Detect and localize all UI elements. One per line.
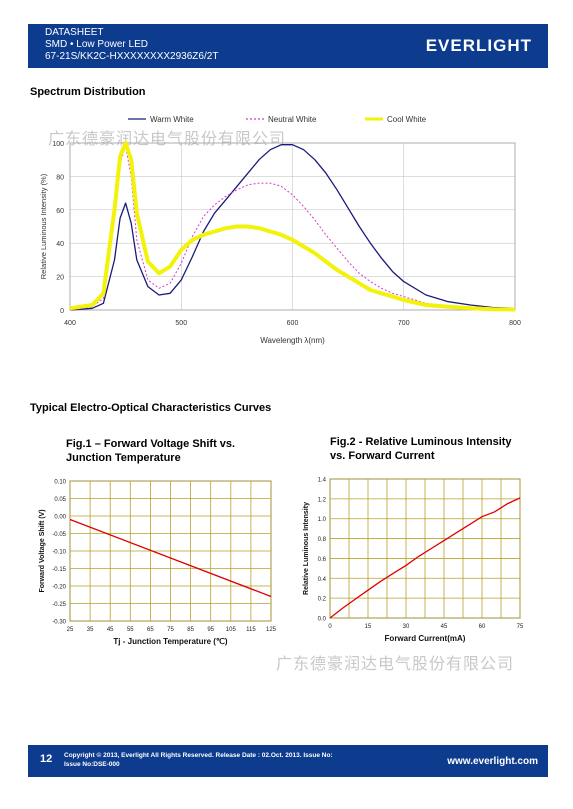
doc-type: DATASHEET [45,27,104,38]
y-tick-label: -0.25 [52,602,66,608]
y-tick-label: 100 [52,141,64,148]
y-tick-label: 0.6 [318,557,327,563]
part-number: 67-21S/KK2C-HXXXXXXXX2936Z6/2T [45,51,219,62]
website-link[interactable]: www.everlight.com [447,756,538,767]
x-tick-label: 85 [187,627,194,633]
copyright-text: Copyright © 2013, Everlight All Rights R… [64,752,333,759]
x-tick-label: 0 [328,624,332,630]
y-tick-label: 80 [56,174,64,181]
issue-text: Issue No:DSE-000 [64,761,120,768]
x-axis-label: Wavelength λ(nm) [260,336,325,345]
y-tick-label: -0.30 [52,620,66,626]
x-tick-label: 700 [398,320,410,327]
x-tick-label: 105 [226,627,237,633]
y-tick-label: 1.0 [318,517,327,523]
data-line [69,518,272,598]
x-tick-label: 115 [246,627,256,633]
y-tick-label: 40 [56,241,64,248]
y-axis-label: Forward Voltage Shift (V) [39,509,46,592]
series-line-cool-white [69,141,516,312]
x-tick-label: 35 [87,627,94,633]
everlight-logo: EVERLIGHT [425,36,532,55]
legend-label: Cool White [387,115,427,124]
y-tick-label: 0 [60,308,64,315]
x-tick-label: 25 [67,627,74,633]
y-tick-label: -0.20 [52,585,66,591]
y-axis-label: Relative Luminous Intensity [303,502,310,595]
fig2-chart: 1.4 1.2 1.0 0.8 0.6 0.4 0.2 0.00 15 30 45 60 75 Forwa… [303,478,524,644]
x-tick-label: 60 [479,624,486,630]
series-line-warm-white [69,144,516,311]
y-tick-label: 0.10 [54,480,66,486]
x-tick-label: 15 [365,624,372,630]
product-family: SMD • Low Power LED [45,39,148,50]
x-tick-label: 75 [517,624,524,630]
y-tick-label: -0.10 [52,550,66,556]
y-tick-label: 20 [56,275,64,282]
fig1-title-line2: Junction Temperature [66,452,181,464]
x-tick-label: 65 [147,627,154,633]
fig1-chart: 0.10 0.05 0.00 -0.05 -0.10 -0.15 -0.20 -0.25 -0.… [39,480,277,647]
y-tick-label: -0.15 [52,567,66,573]
y-tick-label: 1.2 [318,497,327,503]
document-footer: 12 Copyright © 2013, Everlight All Right… [28,745,548,777]
legend-label: Neutral White [268,115,317,124]
x-tick-label: 55 [127,627,134,633]
spectrum-chart: 0 20 40 60 80 100 400 500 600 700 800 Wavelength λ(… [39,115,521,345]
x-tick-label: 95 [207,627,214,633]
x-tick-label: 125 [266,627,277,633]
data-line [329,497,521,619]
watermark-bottom: 广东德豪润达电气股份有限公司 [276,656,515,673]
fig2-title-line2: vs. Forward Current [330,450,435,462]
fig1-title: Fig.1 – Forward Voltage Shift vs. Juncti… [66,437,235,465]
fig2-title-line1: Fig.2 - Relative Luminous Intensity [330,436,512,448]
x-tick-label: 45 [441,624,448,630]
x-axis-label: Forward Current(mA) [385,634,466,643]
x-axis-label: Tj - Junction Temperature (℃) [113,637,228,646]
watermark-top: 广东德豪润达电气股份有限公司 [48,131,287,148]
page-number: 12 [40,753,53,765]
x-tick-label: 800 [509,320,521,327]
eo-title: Typical Electro-Optical Characteristics … [30,402,272,414]
x-tick-label: 30 [403,624,410,630]
y-tick-label: 0.2 [318,597,327,603]
y-tick-label: 1.4 [318,478,327,484]
y-tick-label: 0.8 [318,537,327,543]
spectrum-title: Spectrum Distribution [30,86,146,98]
x-tick-label: 45 [107,627,114,633]
fig1-title-line1: Fig.1 – Forward Voltage Shift vs. [66,438,236,450]
x-tick-label: 400 [64,320,76,327]
x-tick-label: 75 [167,627,174,633]
x-tick-label: 600 [287,320,299,327]
y-tick-label: 0.4 [318,577,327,583]
y-tick-label: 0.05 [54,497,66,503]
x-tick-label: 500 [175,320,187,327]
y-tick-label: 0.0 [318,617,327,623]
footer-copyright: Copyright © 2013, Everlight All Rights R… [64,751,333,769]
y-tick-label: 60 [56,208,64,215]
document-header: DATASHEET SMD • Low Power LED 67-21S/KK2… [28,24,548,68]
fig2-title: Fig.2 - Relative Luminous Intensity vs. … [330,435,512,463]
legend-label: Warm White [150,115,194,124]
y-tick-label: -0.05 [52,532,66,538]
y-tick-label: 0.00 [54,515,66,521]
y-axis-label: Relative Luminous Intensity (%) [39,173,48,279]
